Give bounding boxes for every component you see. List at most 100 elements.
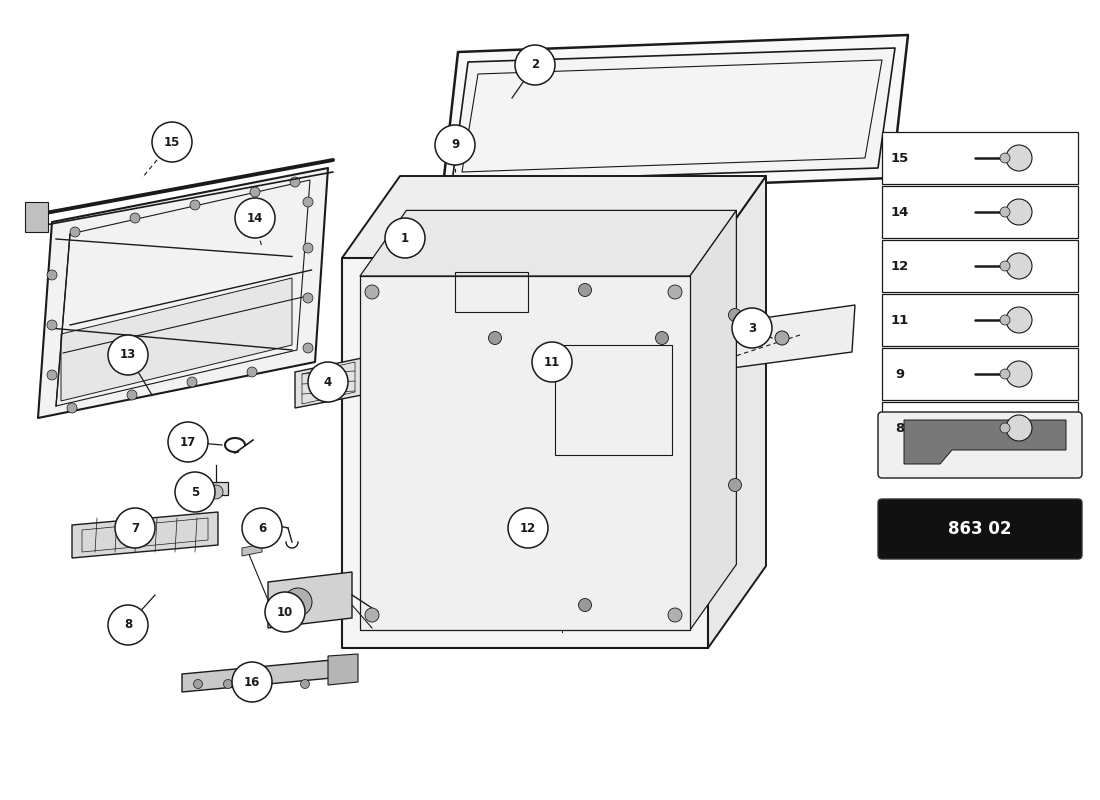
Circle shape — [488, 331, 502, 345]
Circle shape — [1006, 361, 1032, 387]
Circle shape — [579, 598, 592, 611]
Text: 11: 11 — [891, 314, 909, 326]
Polygon shape — [360, 276, 690, 630]
Circle shape — [1006, 307, 1032, 333]
Circle shape — [152, 122, 192, 162]
Circle shape — [656, 331, 669, 345]
Text: 2: 2 — [531, 58, 539, 71]
Polygon shape — [442, 35, 908, 195]
Circle shape — [515, 45, 556, 85]
Circle shape — [265, 592, 305, 632]
Text: 12: 12 — [520, 522, 536, 534]
Circle shape — [223, 679, 232, 689]
Polygon shape — [452, 48, 895, 182]
Circle shape — [1000, 207, 1010, 217]
Circle shape — [1006, 415, 1032, 441]
Circle shape — [302, 243, 313, 253]
Circle shape — [728, 478, 741, 491]
Circle shape — [235, 198, 275, 238]
Text: 13: 13 — [120, 349, 136, 362]
Polygon shape — [60, 278, 292, 401]
Circle shape — [1006, 253, 1032, 279]
Circle shape — [242, 508, 282, 548]
Polygon shape — [882, 240, 1078, 292]
Circle shape — [668, 608, 682, 622]
Text: 11: 11 — [543, 355, 560, 369]
Text: 8: 8 — [124, 618, 132, 631]
Polygon shape — [732, 305, 855, 368]
Circle shape — [130, 213, 140, 223]
Circle shape — [302, 197, 313, 207]
Polygon shape — [72, 512, 218, 558]
Text: 5: 5 — [191, 486, 199, 498]
Circle shape — [194, 679, 202, 689]
Circle shape — [70, 227, 80, 237]
Text: 15: 15 — [891, 151, 909, 165]
Circle shape — [508, 508, 548, 548]
Text: 3: 3 — [748, 322, 756, 334]
Circle shape — [1000, 261, 1010, 271]
FancyBboxPatch shape — [878, 499, 1082, 559]
Text: a passion for parts since 1985: a passion for parts since 1985 — [381, 426, 580, 438]
Polygon shape — [882, 402, 1078, 454]
Polygon shape — [882, 132, 1078, 184]
Polygon shape — [342, 258, 708, 648]
Text: 16: 16 — [244, 675, 261, 689]
Circle shape — [776, 331, 789, 345]
Circle shape — [1000, 153, 1010, 163]
Circle shape — [302, 343, 313, 353]
Circle shape — [190, 200, 200, 210]
Circle shape — [532, 342, 572, 382]
Circle shape — [284, 588, 312, 616]
Circle shape — [47, 320, 57, 330]
Polygon shape — [39, 168, 328, 418]
Circle shape — [385, 218, 425, 258]
Circle shape — [1000, 369, 1010, 379]
Text: 17: 17 — [180, 435, 196, 449]
Circle shape — [108, 605, 148, 645]
Text: 8: 8 — [895, 422, 904, 434]
Circle shape — [308, 362, 348, 402]
Polygon shape — [882, 186, 1078, 238]
Circle shape — [209, 485, 223, 499]
Text: 6: 6 — [257, 522, 266, 534]
Text: 863 02: 863 02 — [948, 520, 1012, 538]
Text: 14: 14 — [891, 206, 910, 218]
Circle shape — [261, 679, 270, 689]
FancyBboxPatch shape — [878, 412, 1082, 478]
Polygon shape — [690, 210, 736, 630]
Circle shape — [290, 177, 300, 187]
Polygon shape — [242, 544, 262, 556]
Circle shape — [175, 472, 214, 512]
Polygon shape — [182, 660, 332, 692]
Text: 15: 15 — [164, 135, 180, 149]
Text: 4: 4 — [323, 375, 332, 389]
Circle shape — [1000, 423, 1010, 433]
Polygon shape — [205, 482, 228, 495]
Polygon shape — [342, 176, 766, 258]
Circle shape — [302, 293, 313, 303]
Text: 14: 14 — [246, 211, 263, 225]
Polygon shape — [904, 420, 1066, 464]
Text: europ   ares: europ ares — [349, 346, 612, 384]
Circle shape — [579, 283, 592, 297]
Circle shape — [365, 285, 380, 299]
Circle shape — [1006, 199, 1032, 225]
Circle shape — [67, 403, 77, 413]
Circle shape — [168, 422, 208, 462]
Polygon shape — [882, 348, 1078, 400]
Circle shape — [1006, 145, 1032, 171]
Circle shape — [248, 367, 257, 377]
Circle shape — [250, 187, 260, 197]
Polygon shape — [328, 654, 358, 685]
Text: 9: 9 — [895, 367, 904, 381]
Text: 10: 10 — [277, 606, 293, 618]
Circle shape — [365, 608, 380, 622]
Text: 7: 7 — [131, 522, 139, 534]
Text: 12: 12 — [891, 259, 909, 273]
Polygon shape — [360, 210, 736, 276]
Polygon shape — [268, 572, 352, 628]
Circle shape — [434, 125, 475, 165]
Circle shape — [187, 377, 197, 387]
Circle shape — [728, 309, 741, 322]
